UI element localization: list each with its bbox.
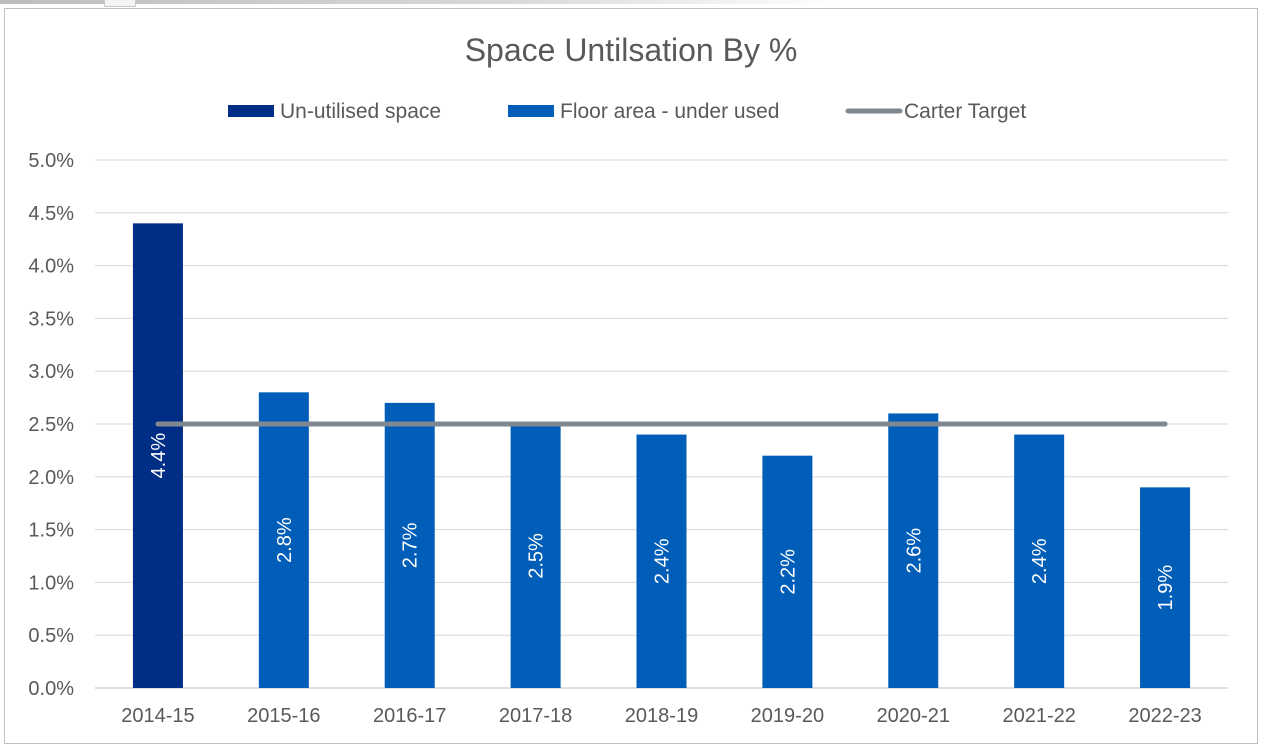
- y-tick-label: 5.0%: [28, 150, 74, 172]
- y-tick-label: 2.5%: [28, 414, 74, 436]
- bar-data-label: 2.8%: [274, 517, 296, 563]
- bar-data-label: 4.4%: [148, 433, 170, 479]
- bar: [636, 434, 687, 688]
- x-tick-label: 2019-20: [751, 705, 824, 727]
- x-tick-label: 2015-16: [247, 705, 320, 727]
- bar-data-label: 2.4%: [1029, 538, 1051, 584]
- bar-data-label: 2.7%: [400, 522, 422, 568]
- bar: [258, 392, 309, 688]
- y-tick-label: 3.5%: [28, 308, 74, 330]
- chart-title: Space Untilsation By %: [465, 32, 798, 68]
- x-tick-label: 2020-21: [877, 705, 950, 727]
- legend-swatch: [508, 105, 554, 117]
- top-edge-box: [104, 0, 136, 7]
- y-axis-tick-labels: 0.0% 0.5% 1.0% 1.5% 2.0% 2.5% 3.0% 3.5% 4.0% 4.5%…: [28, 150, 74, 700]
- y-tick-label: 1.5%: [28, 520, 74, 542]
- bar-data-label: 2.2%: [777, 549, 799, 595]
- y-tick-label: 1.0%: [28, 572, 74, 594]
- bar-data-label: 2.5%: [526, 533, 548, 579]
- y-tick-label: 0.5%: [28, 625, 74, 647]
- bar-data-label: 1.9%: [1155, 565, 1177, 611]
- x-tick-label: 2016-17: [373, 705, 446, 727]
- y-tick-label: 3.0%: [28, 361, 74, 383]
- y-tick-label: 4.0%: [28, 256, 74, 278]
- y-tick-label: 4.5%: [28, 203, 74, 225]
- bar-data-labels: 4.4% 2.8% 2.7% 2.5% 2.4% 2.2% 2.6% 2.4% 1.9%: [148, 433, 1177, 611]
- x-tick-label: 2022-23: [1128, 705, 1201, 727]
- x-axis-tick-labels: 2014-15 2015-16 2016-17 2017-18 2018-19 2019-…: [121, 705, 1202, 727]
- bar: [888, 413, 939, 688]
- bar: [384, 402, 435, 688]
- bar: [510, 424, 561, 688]
- bars: [132, 223, 1191, 689]
- top-edge-fade: [0, 0, 840, 4]
- bar: [132, 223, 183, 689]
- legend: Un-utilised space Floor area - under used…: [228, 100, 1026, 123]
- top-edge-strip: [0, 0, 1264, 8]
- bar: [1014, 434, 1065, 688]
- bar-data-label: 2.6%: [903, 528, 925, 574]
- y-tick-label: 0.0%: [28, 678, 74, 700]
- bar-data-label: 2.4%: [652, 538, 674, 584]
- x-tick-label: 2014-15: [121, 705, 194, 727]
- bar: [1140, 487, 1191, 688]
- legend-label: Carter Target: [904, 100, 1026, 123]
- legend-label: Floor area - under used: [560, 100, 779, 123]
- bar: [762, 455, 813, 688]
- x-tick-label: 2021-22: [1002, 705, 1075, 727]
- x-tick-label: 2018-19: [625, 705, 698, 727]
- y-tick-label: 2.0%: [28, 467, 74, 489]
- legend-label: Un-utilised space: [280, 100, 441, 123]
- x-tick-label: 2017-18: [499, 705, 572, 727]
- legend-swatch: [228, 105, 274, 117]
